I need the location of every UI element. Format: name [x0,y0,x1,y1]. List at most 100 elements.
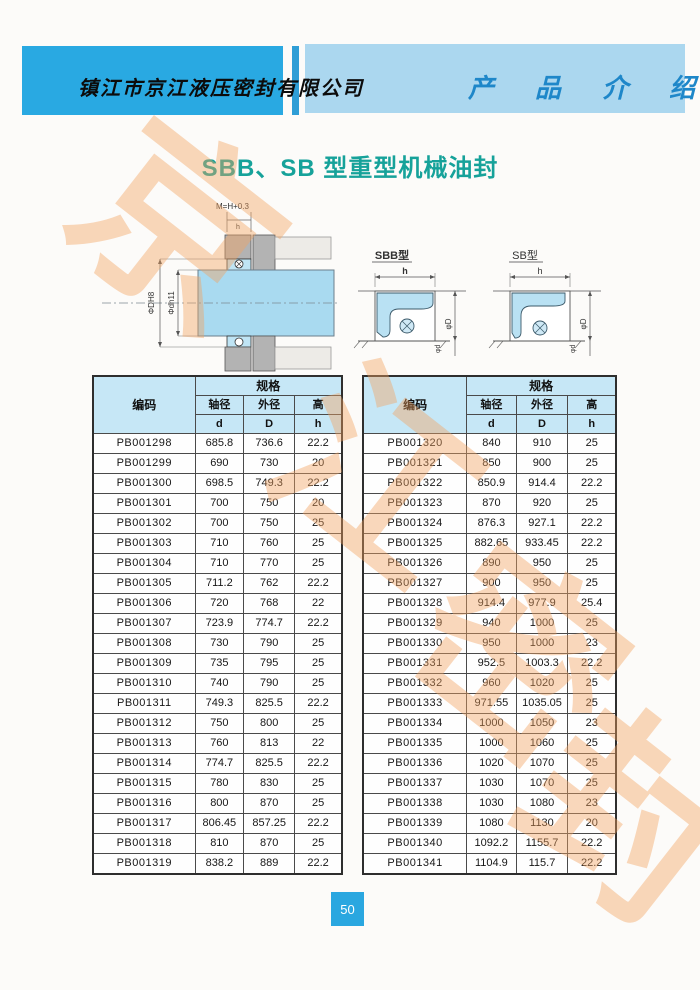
value-cell: 882.65 [466,533,517,554]
value-cell: 720 [194,593,245,614]
code-cell: PB001322 [362,473,468,494]
value-cell: 977.9 [515,593,569,614]
col-header-d: d [466,414,517,434]
code-cell: PB001298 [92,433,196,454]
value-cell: 25 [294,773,343,794]
value-cell: 1000 [466,733,517,754]
value-cell: 700 [194,513,245,534]
value-cell: 950 [515,553,569,574]
code-cell: PB001331 [362,653,468,674]
spec-table-right: 编码 规格 轴径 外径 高 d D h PB001320 840 910 25 PB00… [362,375,617,875]
value-cell: 22.2 [567,513,617,534]
table-row: PB001337 1030 1070 25 [362,773,617,794]
value-cell: 890 [466,553,517,574]
table-row: PB001307 723.9 774.7 22.2 [92,613,343,634]
value-cell: 25 [294,653,343,674]
value-cell: 25.4 [567,593,617,614]
value-cell: 22.2 [567,833,617,854]
value-cell: 806.45 [194,813,245,834]
col-header-h: h [567,414,617,434]
table-row: PB001341 1104.9 115.7 22.2 [362,853,617,875]
value-cell: 850.9 [466,473,517,494]
value-cell: 870 [466,493,517,514]
value-cell: 762 [243,573,296,594]
value-cell: 25 [567,433,617,454]
code-cell: PB001310 [92,673,196,694]
table-row: PB001319 838.2 889 22.2 [92,853,343,875]
value-cell: 774.7 [194,753,245,774]
code-cell: PB001302 [92,513,196,534]
value-cell: 910 [515,433,569,454]
table-row: PB001309 735 795 25 [92,653,343,674]
table-row: PB001314 774.7 825.5 22.2 [92,753,343,774]
value-cell: 25 [567,753,617,774]
table-row: PB001312 750 800 25 [92,713,343,734]
page-number: 50 [340,901,355,917]
col-header-D: D [515,414,569,434]
header-section-band [305,44,685,113]
value-cell: 790 [243,673,296,694]
table-row: PB001323 870 920 25 [362,493,617,514]
value-cell: 840 [466,433,517,454]
value-cell: 760 [194,733,245,754]
sbb-profile-diagram: SBB型 h φD φd [353,248,466,356]
value-cell: 736.6 [243,433,296,454]
col-header-outer: 外径 [515,395,569,415]
value-cell: 1050 [515,713,569,734]
code-cell: PB001334 [362,713,468,734]
value-cell: 1060 [515,733,569,754]
value-cell: 1003.3 [515,653,569,674]
value-cell: 870 [243,833,296,854]
value-cell: 25 [567,613,617,634]
code-cell: PB001315 [92,773,196,794]
value-cell: 22.2 [294,613,343,634]
code-cell: PB001337 [362,773,468,794]
code-cell: PB001333 [362,693,468,714]
value-cell: 735 [194,653,245,674]
value-cell: 1030 [466,793,517,814]
sb-phid-label: φd [570,344,577,353]
page-number-badge: 50 [331,892,364,926]
value-cell: 20 [294,493,343,514]
outer-dim-label: ΦDH8 [147,291,156,314]
value-cell: 710 [194,533,245,554]
h-dim-label: h [236,224,240,231]
value-cell: 830 [243,773,296,794]
table-row: PB001339 1080 1130 20 [362,813,617,834]
value-cell: 768 [243,593,296,614]
code-cell: PB001321 [362,453,468,474]
value-cell: 1080 [515,793,569,814]
code-cell: PB001300 [92,473,196,494]
value-cell: 850 [466,453,517,474]
code-cell: PB001303 [92,533,196,554]
value-cell: 971.55 [466,693,517,714]
value-cell: 22.2 [567,473,617,494]
value-cell: 760 [243,533,296,554]
value-cell: 920 [515,493,569,514]
value-cell: 22.2 [294,573,343,594]
value-cell: 1130 [515,813,569,834]
value-cell: 900 [466,573,517,594]
value-cell: 960 [466,673,517,694]
code-cell: PB001332 [362,673,468,694]
sbb-phiD-label: φD [444,318,453,329]
value-cell: 1020 [466,753,517,774]
value-cell: 25 [567,693,617,714]
code-cell: PB001323 [362,493,468,514]
value-cell: 25 [294,833,343,854]
value-cell: 25 [294,633,343,654]
table-row: PB001331 952.5 1003.3 22.2 [362,653,617,674]
sb-type-label: SB型 [512,248,538,262]
value-cell: 1000 [515,633,569,654]
code-cell: PB001324 [362,513,468,534]
value-cell: 927.1 [515,513,569,534]
code-cell: PB001312 [92,713,196,734]
value-cell: 711.2 [194,573,245,594]
value-cell: 22.2 [294,473,343,494]
value-cell: 1155.7 [515,833,569,854]
value-cell: 25 [294,533,343,554]
value-cell: 857.25 [243,813,296,834]
spec-table-left: 编码 规格 轴径 外径 高 d D h PB001298 685.8 736.6 22… [92,375,343,875]
value-cell: 950 [515,573,569,594]
